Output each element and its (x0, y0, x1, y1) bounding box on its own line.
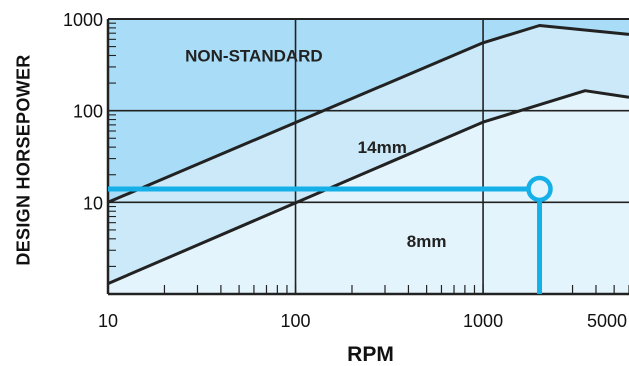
y-tick-label-1000: 1000 (63, 10, 103, 30)
chart-ticks (108, 18, 629, 295)
selection-marker (526, 175, 553, 203)
y-axis-title: DESIGN HORSEPOWER (13, 54, 34, 266)
y-tick-label-10: 10 (83, 193, 103, 213)
region-8mm (108, 90, 629, 294)
8mm-label: 8mm (407, 232, 447, 251)
chart-labels: NON-STANDARD 14mm 8mm 10 100 1000 5000 10 100 100… (63, 10, 627, 366)
example-selection (108, 175, 553, 294)
boundary-line-8mm (107, 89, 629, 285)
non-standard-label: NON-STANDARD (185, 46, 323, 65)
x-tick-label-100: 100 (281, 311, 311, 331)
y-tick-label-100: 100 (73, 102, 103, 122)
boundary-line-14mm (107, 24, 629, 204)
x-tick-label-10: 10 (98, 311, 118, 331)
14mm-label: 14mm (358, 138, 407, 157)
x-axis-title: RPM (347, 343, 394, 366)
boundary-lines (107, 24, 629, 285)
x-tick-label-1000: 1000 (463, 311, 503, 331)
chart-grid (106, 18, 629, 296)
x-tick-label-5000: 5000 (587, 311, 627, 331)
